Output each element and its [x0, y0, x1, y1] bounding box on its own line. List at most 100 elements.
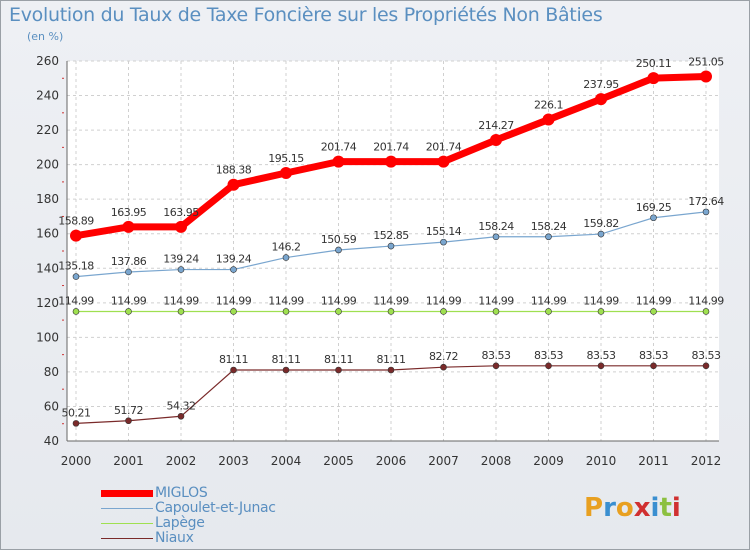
data-label: 83.53 — [639, 349, 668, 362]
y-tick-label: 180 — [36, 192, 59, 206]
data-point — [650, 308, 657, 315]
x-tick-label: 2001 — [113, 454, 144, 468]
data-point — [282, 308, 290, 315]
data-point — [492, 233, 500, 241]
data-label: 114.99 — [321, 294, 357, 307]
legend-swatch — [101, 522, 153, 525]
data-label: 82.72 — [429, 350, 458, 363]
x-tick-label: 2009 — [533, 454, 564, 468]
y-tick-label: 120 — [36, 296, 59, 310]
data-label: 155.14 — [426, 225, 462, 238]
data-label: 159.82 — [583, 217, 619, 230]
data-label: 195.15 — [268, 152, 304, 165]
data-label: 137.86 — [111, 255, 147, 268]
legend-label: Lapège — [155, 515, 205, 531]
data-label: 188.38 — [216, 164, 252, 177]
y-tick-label: 200 — [36, 158, 59, 172]
data-point — [702, 362, 710, 370]
data-label: 81.11 — [324, 353, 353, 366]
data-point — [387, 366, 395, 374]
y-tick-label: 240 — [36, 89, 59, 103]
legend-item: Lapège — [101, 516, 276, 531]
data-label: 114.99 — [111, 294, 147, 307]
proxiti-logo: Proxiti — [584, 493, 681, 523]
data-label: 83.53 — [692, 349, 721, 362]
data-label: 114.99 — [531, 294, 567, 307]
legend-item: Capoulet-et-Junac — [101, 501, 276, 516]
data-label: 83.53 — [482, 349, 511, 362]
data-point — [702, 308, 710, 315]
data-point — [72, 308, 80, 315]
y-tick-label: 100 — [36, 330, 59, 344]
data-point — [490, 133, 502, 146]
data-point — [492, 308, 500, 315]
data-point — [595, 93, 607, 106]
data-label: 114.99 — [58, 294, 94, 307]
data-point — [440, 238, 447, 246]
data-point — [597, 308, 605, 315]
data-label: 250.11 — [636, 57, 672, 70]
data-point — [125, 417, 132, 425]
y-tick-label: 80 — [44, 365, 59, 379]
logo-letter: r — [603, 493, 616, 523]
data-label: 163.95 — [111, 206, 147, 219]
data-label: 158.89 — [58, 215, 94, 228]
data-point — [230, 266, 237, 273]
data-point — [650, 214, 657, 222]
data-point — [230, 366, 237, 374]
data-label: 135.18 — [58, 260, 94, 273]
legend-swatch — [101, 507, 153, 510]
data-label: 81.11 — [377, 353, 406, 366]
data-point — [387, 308, 395, 315]
data-point — [177, 266, 185, 273]
chart-unit-label: (en %) — [27, 30, 64, 43]
data-point — [122, 220, 135, 233]
x-tick-label: 2012 — [691, 454, 722, 468]
data-label: 50.21 — [62, 406, 91, 419]
data-label: 114.99 — [636, 294, 672, 307]
legend-item: Niaux — [101, 531, 276, 546]
data-point — [542, 113, 555, 126]
legend-item: MIGLOS — [101, 486, 276, 501]
data-point — [125, 308, 132, 315]
plot-area — [67, 61, 719, 441]
x-tick-label: 2002 — [166, 454, 197, 468]
data-point — [72, 420, 80, 427]
y-tick-label: 140 — [36, 261, 59, 275]
data-point — [282, 366, 290, 374]
y-tick-label: 220 — [36, 123, 59, 137]
data-label: 114.99 — [426, 294, 462, 307]
data-point — [387, 242, 395, 250]
data-point — [177, 412, 185, 420]
x-tick-label: 2007 — [428, 454, 459, 468]
data-label: 226.1 — [534, 99, 563, 112]
data-point — [125, 268, 132, 276]
x-tick-label: 2006 — [376, 454, 407, 468]
data-label: 83.53 — [587, 349, 616, 362]
data-label: 201.74 — [321, 141, 357, 154]
data-label: 51.72 — [114, 404, 143, 417]
x-tick-label: 2004 — [271, 454, 302, 468]
logo-letter: i — [671, 493, 681, 523]
legend-swatch — [101, 490, 153, 497]
chart-legend: MIGLOS Capoulet-et-Junac Lapège Niaux — [101, 486, 276, 546]
data-label: 81.11 — [219, 353, 248, 366]
data-label: 139.24 — [163, 253, 199, 266]
data-point — [702, 208, 710, 216]
data-point — [385, 155, 397, 168]
y-tick-label: 260 — [36, 54, 59, 68]
data-point — [700, 70, 712, 83]
data-label: 158.24 — [478, 220, 514, 233]
legend-label: Niaux — [155, 530, 194, 546]
logo-letter: i — [650, 493, 660, 523]
logo-letter: P — [584, 493, 604, 523]
x-tick-label: 2011 — [638, 454, 669, 468]
data-point — [440, 308, 447, 315]
x-tick-label: 2003 — [218, 454, 249, 468]
data-label: 83.53 — [534, 349, 563, 362]
data-point — [440, 363, 447, 371]
data-label: 172.64 — [688, 195, 724, 208]
legend-swatch — [101, 537, 153, 540]
